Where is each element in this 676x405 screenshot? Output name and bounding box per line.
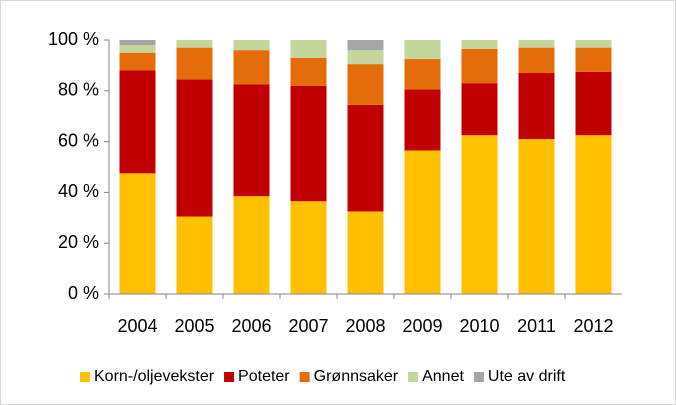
bar-segment [347, 50, 384, 65]
bar-segment [119, 173, 156, 294]
bar-segment [233, 40, 270, 51]
bar-segment [404, 59, 441, 90]
bar-segment [347, 211, 384, 294]
bar-segment [461, 40, 498, 49]
bar-segment [290, 85, 327, 202]
bar-segment [290, 40, 327, 58]
legend-label: Korn-/oljevekster [94, 368, 215, 385]
bar-segment [575, 40, 612, 48]
bar-segment [518, 47, 555, 74]
x-tick-label: 2009 [402, 316, 442, 336]
bar-segment [518, 73, 555, 140]
bar-segment [176, 40, 213, 48]
x-tick-label: 2004 [117, 316, 157, 336]
bar-segment [233, 50, 270, 85]
x-tick-label: 2007 [288, 316, 328, 336]
bar-segment [290, 57, 327, 86]
legend-label: Poteter [238, 368, 290, 385]
bar-segment [575, 135, 612, 294]
bar-segment [347, 64, 384, 105]
bar-segment [119, 52, 156, 71]
bar-segment [404, 89, 441, 151]
y-tick-label: 60 % [58, 130, 99, 150]
bar-segment [404, 150, 441, 294]
bar-segment [461, 83, 498, 136]
y-tick-label: 40 % [58, 181, 99, 201]
bar-segment [176, 216, 213, 294]
x-tick-label: 2005 [174, 316, 214, 336]
legend-swatch [408, 372, 419, 382]
bar-segment [575, 71, 612, 136]
bar-segment [176, 47, 213, 80]
bar-segment [233, 84, 270, 197]
bar-segment [461, 48, 498, 84]
x-tick-label: 2011 [517, 316, 556, 336]
bar-segment [404, 40, 441, 60]
bar-segment [575, 47, 612, 72]
y-tick-label: 20 % [58, 232, 99, 252]
legend-swatch [473, 372, 484, 382]
y-tick-label: 100 % [48, 29, 99, 49]
x-tick-label: 2006 [231, 316, 271, 336]
bar-segment [461, 135, 498, 294]
legend-swatch [80, 372, 90, 382]
bar-segment [233, 196, 270, 294]
bar-segment [119, 40, 156, 46]
x-tick-label: 2008 [345, 316, 385, 336]
legend-swatch [299, 372, 310, 382]
legend-label: Annet [422, 368, 464, 385]
legend-label: Ute av drift [488, 368, 566, 385]
y-tick-label: 0 % [68, 283, 99, 303]
x-tick-label: 2010 [459, 316, 499, 336]
legend-label: Grønnsaker [314, 368, 399, 385]
x-tick-label: 2012 [573, 316, 613, 336]
legend-swatch [224, 372, 235, 382]
y-tick-label: 80 % [58, 80, 99, 100]
bar-segment [518, 139, 555, 294]
bar-segment [176, 79, 213, 217]
bar-segment [518, 40, 555, 48]
bar-segment [290, 201, 327, 294]
bar-segment [119, 70, 156, 174]
bar-segment [347, 104, 384, 212]
bar-segment [347, 40, 384, 51]
bar-segment [119, 45, 156, 53]
